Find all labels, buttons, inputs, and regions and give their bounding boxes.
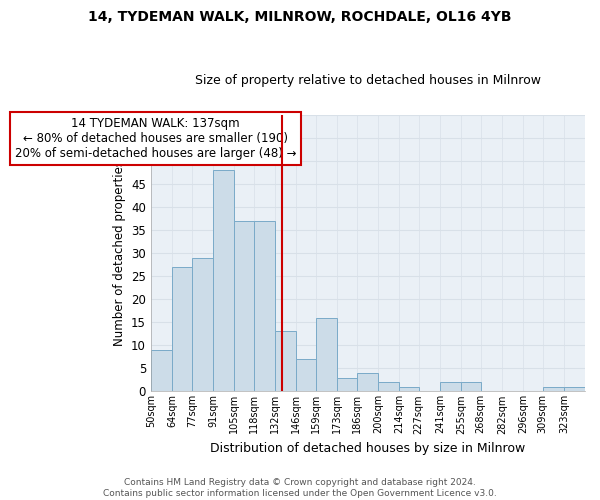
- Bar: [337, 378, 356, 392]
- Bar: [356, 373, 378, 392]
- Y-axis label: Number of detached properties: Number of detached properties: [113, 160, 125, 346]
- Bar: [399, 387, 419, 392]
- Bar: [234, 220, 254, 392]
- Bar: [440, 382, 461, 392]
- Bar: [213, 170, 234, 392]
- Text: Contains HM Land Registry data © Crown copyright and database right 2024.
Contai: Contains HM Land Registry data © Crown c…: [103, 478, 497, 498]
- Bar: [296, 359, 316, 392]
- X-axis label: Distribution of detached houses by size in Milnrow: Distribution of detached houses by size …: [211, 442, 526, 455]
- Text: 14 TYDEMAN WALK: 137sqm
← 80% of detached houses are smaller (190)
20% of semi-d: 14 TYDEMAN WALK: 137sqm ← 80% of detache…: [14, 117, 296, 160]
- Bar: [542, 387, 564, 392]
- Bar: [192, 258, 213, 392]
- Bar: [564, 387, 585, 392]
- Bar: [316, 318, 337, 392]
- Bar: [254, 220, 275, 392]
- Text: 14, TYDEMAN WALK, MILNROW, ROCHDALE, OL16 4YB: 14, TYDEMAN WALK, MILNROW, ROCHDALE, OL1…: [88, 10, 512, 24]
- Bar: [461, 382, 481, 392]
- Bar: [378, 382, 399, 392]
- Title: Size of property relative to detached houses in Milnrow: Size of property relative to detached ho…: [195, 74, 541, 87]
- Bar: [151, 350, 172, 392]
- Bar: [275, 332, 296, 392]
- Bar: [172, 267, 192, 392]
